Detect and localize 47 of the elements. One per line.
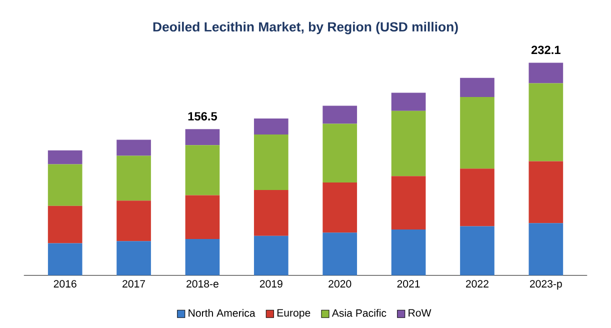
legend-label: RoW <box>408 309 432 317</box>
x-tick-label: 2022 <box>466 280 488 288</box>
x-tick-label: 2021 <box>397 280 420 288</box>
bar <box>528 223 564 276</box>
bar <box>460 168 494 226</box>
bar <box>391 110 426 176</box>
bar <box>185 129 220 146</box>
bar <box>185 195 220 240</box>
annotation: 156.5 <box>188 112 218 121</box>
bar <box>185 145 220 196</box>
x-tick-label: 2018-e <box>186 280 218 288</box>
bar <box>116 156 151 201</box>
bar <box>322 124 358 183</box>
annotation: 232.1 <box>531 46 560 54</box>
bar <box>254 134 288 190</box>
bar <box>254 236 288 276</box>
bar <box>460 97 494 169</box>
x-tick-label: 2017 <box>122 280 145 288</box>
bar <box>116 241 151 276</box>
bar <box>48 164 82 206</box>
bar <box>254 118 288 134</box>
x-tick-label: 2023-p <box>530 280 562 290</box>
legend-label: North America <box>188 309 256 317</box>
chart-title: Deoiled Lecithin Market, by Region (USD million) <box>153 22 458 34</box>
bar <box>460 78 494 98</box>
bar <box>322 232 358 276</box>
bar <box>116 200 151 242</box>
bar <box>48 206 82 244</box>
bar <box>185 239 220 276</box>
bar <box>391 92 426 111</box>
x-tick-label: 2019 <box>260 280 282 288</box>
bar <box>322 182 358 233</box>
bar <box>48 243 82 276</box>
bar <box>391 230 426 276</box>
bar <box>322 106 358 124</box>
bar <box>528 83 564 162</box>
bar <box>48 150 82 164</box>
legend-label: Europe <box>277 309 310 319</box>
x-tick-label: 2020 <box>328 280 352 288</box>
bar <box>391 176 426 230</box>
x-tick-label: 2016 <box>54 280 76 288</box>
bar <box>528 161 564 224</box>
bar <box>528 62 564 84</box>
bar <box>254 190 288 236</box>
bar <box>116 140 151 156</box>
bar <box>460 226 494 276</box>
legend-label: Asia Pacific <box>332 309 386 317</box>
